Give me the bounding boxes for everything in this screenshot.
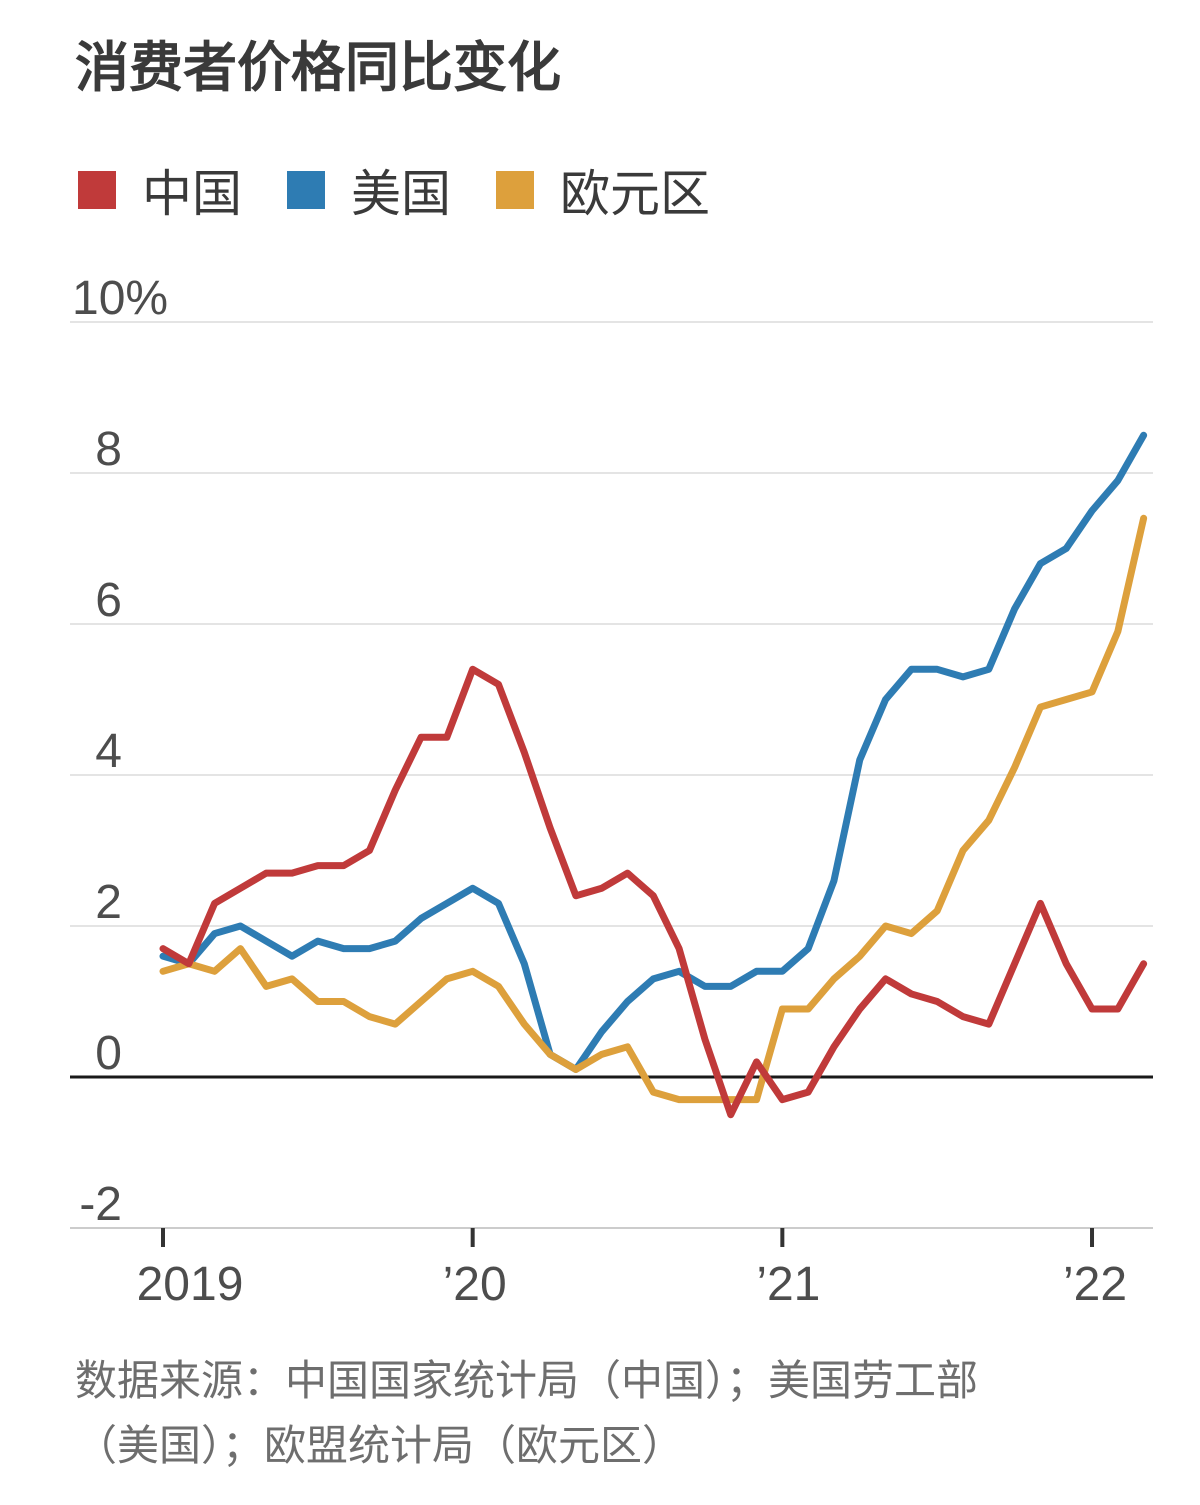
series-line-美国 xyxy=(159,431,1148,1073)
x-axis-label: ’20 xyxy=(443,1258,507,1311)
y-axis-label: 0 xyxy=(95,1027,122,1080)
legend-swatch-china xyxy=(78,171,116,209)
source-note: 数据来源：中国国家统计局（中国）；美国劳工部 （美国）；欧盟统计局（欧元区） xyxy=(75,1348,1155,1478)
y-axis-label: 10% xyxy=(72,272,168,325)
legend-label-us: 美国 xyxy=(351,166,451,222)
source-line-1: 数据来源：中国国家统计局（中国）；美国劳工部 xyxy=(75,1357,979,1404)
x-axis-label: 2019 xyxy=(137,1258,244,1311)
series-line-欧元区 xyxy=(159,514,1148,1104)
legend-label-china: 中国 xyxy=(142,166,242,222)
series-line-中国 xyxy=(159,665,1148,1119)
y-axis-label: 6 xyxy=(95,574,122,627)
chart-title: 消费者价格同比变化 xyxy=(75,38,561,98)
y-axis-label: 8 xyxy=(95,423,122,476)
source-line-2: （美国）；欧盟统计局（欧元区） xyxy=(75,1422,685,1469)
legend-item-eurozone: 欧元区 xyxy=(496,154,710,226)
legend-label-eurozone: 欧元区 xyxy=(560,166,710,222)
y-axis-label: 2 xyxy=(95,876,122,929)
legend-item-china: 中国 xyxy=(78,154,242,226)
x-axis-label: ’21 xyxy=(756,1258,820,1311)
y-axis-label: 4 xyxy=(95,725,122,778)
legend-item-us: 美国 xyxy=(287,154,451,226)
legend-swatch-eurozone xyxy=(496,171,534,209)
x-axis-label: ’22 xyxy=(1063,1258,1127,1311)
legend: 中国 美国 欧元区 xyxy=(78,152,755,228)
legend-swatch-us xyxy=(287,171,325,209)
y-axis-label: -2 xyxy=(79,1178,122,1231)
